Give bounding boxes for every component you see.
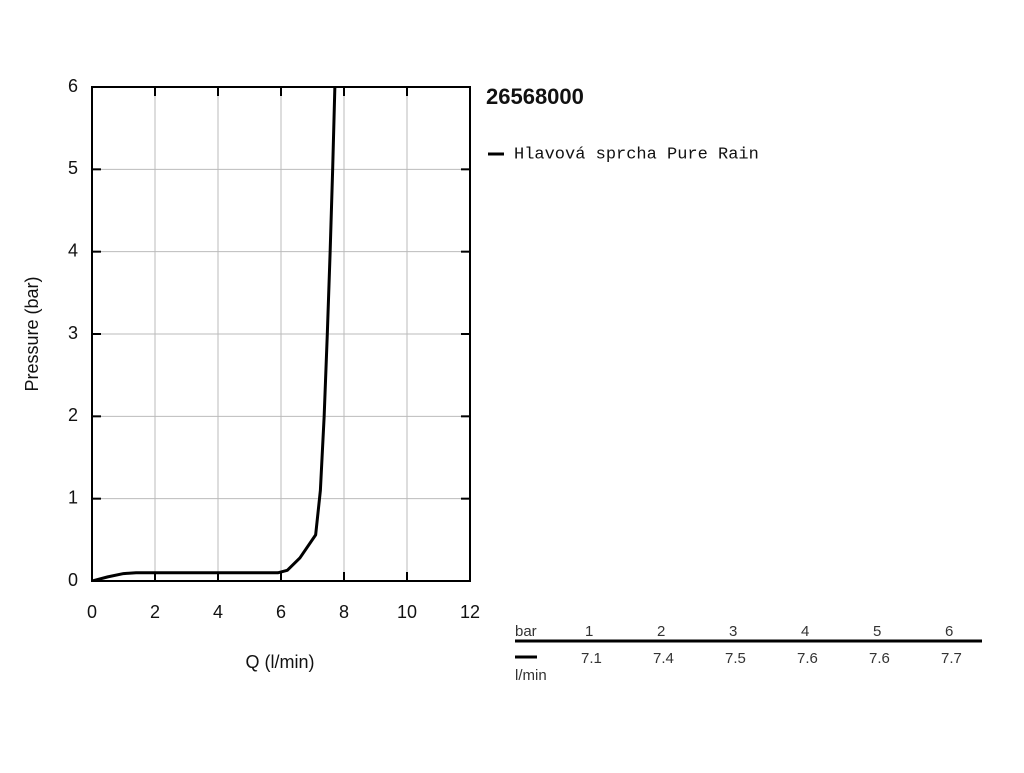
series-line [92,87,337,581]
y-tick-label: 4 [68,240,78,260]
table-flow: 7.6 [797,650,818,667]
x-tick-label: 10 [397,602,417,622]
table-pressure: 6 [945,623,953,640]
y-tick-label: 3 [68,323,78,343]
table-flow: 7.4 [653,650,674,667]
table-pressure: 1 [585,623,593,640]
plot-frame [91,86,471,582]
table-flow: 7.1 [581,650,602,667]
x-tick-label: 4 [213,602,223,622]
table-header: bar [515,623,537,640]
x-tick-label: 6 [276,602,286,622]
table-unit: l/min [515,667,547,684]
y-tick-label: 2 [68,405,78,425]
y-tick-label: 6 [68,76,78,96]
x-tick-label: 8 [339,602,349,622]
table-pressure: 4 [801,623,809,640]
table-pressure: 5 [873,623,881,640]
chart-title: 26568000 [486,84,584,109]
table-flow: 7.5 [725,650,746,667]
legend-label: Hlavová sprcha Pure Rain [514,145,759,164]
y-tick-label: 5 [68,158,78,178]
table-pressure: 3 [729,623,737,640]
table-pressure: 2 [657,623,665,640]
x-tick-label: 12 [460,602,480,622]
x-tick-label: 2 [150,602,160,622]
table-flow: 7.6 [869,650,890,667]
y-tick-label: 1 [68,487,78,507]
y-axis-label: Pressure (bar) [22,276,42,391]
y-tick-label: 0 [68,570,78,590]
x-axis-label: Q (l/min) [246,652,315,672]
table-flow: 7.7 [941,650,962,667]
x-tick-label: 0 [87,602,97,622]
